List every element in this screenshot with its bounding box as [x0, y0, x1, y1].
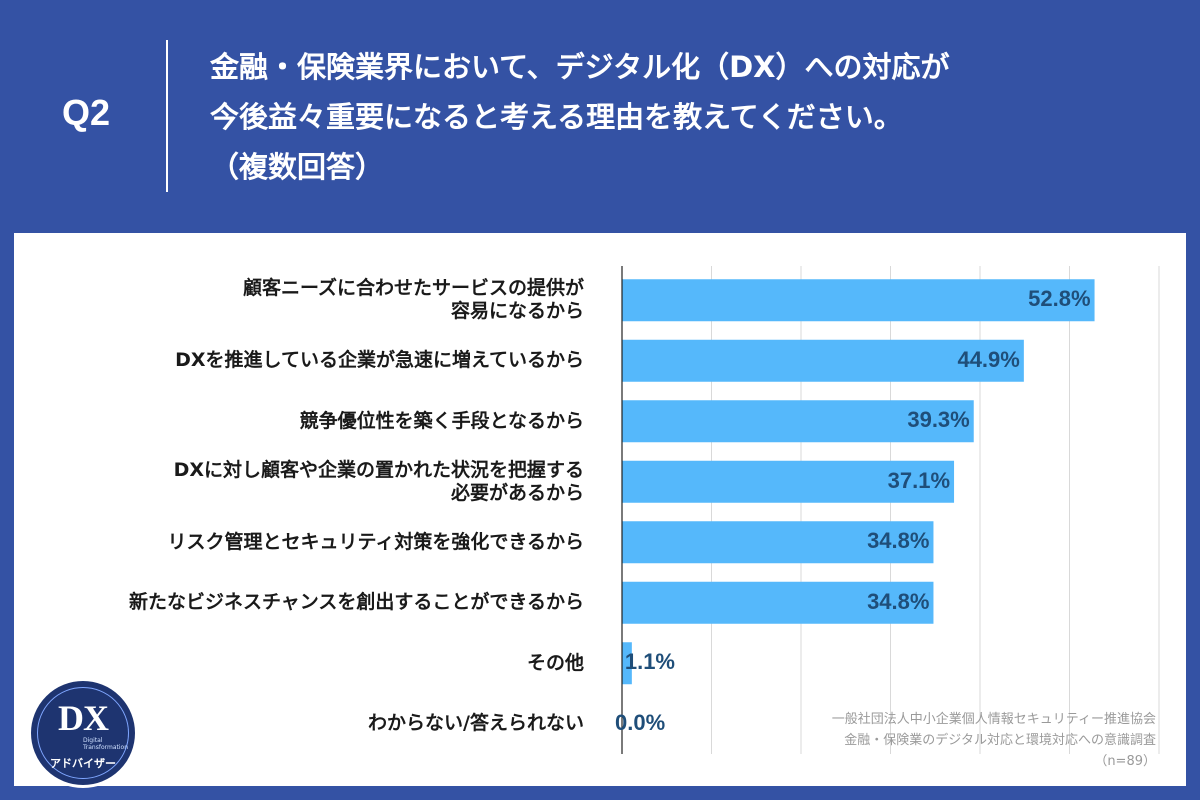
bar: [622, 339, 1024, 382]
category-label: 競争優位性を築く手段となるから: [24, 410, 584, 433]
value-label: 44.9%: [957, 346, 1020, 372]
chart-panel: 顧客ニーズに合わせたサービスの提供が 容易になるから 52.8% DXを推進している企…: [14, 233, 1186, 786]
title-line: 金融・保険業界において、デジタル化（DX）への対応が: [210, 50, 950, 84]
logo-name: アドバイザー: [50, 757, 116, 770]
category-label: その他: [24, 652, 584, 675]
bar: [622, 642, 632, 685]
category-label: DXを推進している企業が急速に増えているから: [24, 349, 584, 372]
footnote-line: 金融・保険業のデジタル対応と環境対応への意識調査: [844, 733, 1156, 748]
logo-ring: [37, 687, 129, 779]
footnote-line: （n=89）: [1094, 754, 1156, 769]
category-label-line: その他: [526, 651, 584, 674]
logo-subtext-line: Digital: [83, 737, 103, 744]
category-label-line: 容易になるから: [450, 300, 584, 323]
bar: [622, 581, 934, 624]
header-divider: [166, 40, 168, 192]
source-footnote: 一般社団法人中小企業個人情報セキュリティー推進協会 金融・保険業のデジタル対応と…: [832, 709, 1156, 772]
category-label-line: 競争優位性を築く手段となるから: [299, 409, 584, 432]
value-label: 39.3%: [907, 407, 970, 433]
bar: [622, 521, 934, 564]
value-label: 0.0%: [615, 709, 666, 735]
bar: [622, 400, 974, 443]
value-label: 37.1%: [887, 467, 951, 493]
logo-subtext-line: Transformation: [83, 744, 129, 751]
bar: [622, 279, 1095, 322]
category-label-line: DXを推進している企業が急速に増えているから: [175, 349, 584, 372]
category-label-line: 顧客ニーズに合わせたサービスの提供が: [242, 277, 584, 300]
category-label-line: リスク管理とセキュリティ対策を強化できるから: [167, 530, 584, 553]
title-line: （複数回答）: [210, 150, 385, 184]
question-title: 金融・保険業界において、デジタル化（DX）への対応が 今後益々重要になると考える…: [210, 42, 1170, 192]
category-label-line: 必要があるから: [450, 481, 584, 504]
value-label: 34.8%: [867, 528, 930, 554]
question-number: Q2: [62, 92, 111, 133]
category-label-line: わからない/答えられない: [368, 712, 584, 735]
title-line: 今後益々重要になると考える理由を教えてください。: [210, 100, 903, 134]
bar: [622, 460, 955, 503]
category-label-line: DXに対し顧客や企業の置かれた状況を把握する: [173, 458, 584, 481]
category-label: わからない/答えられない: [24, 712, 584, 735]
category-label: 顧客ニーズに合わせたサービスの提供が 容易になるから: [24, 277, 584, 323]
logo-mark: DX: [58, 698, 109, 738]
logo-subtext: Digital Transformation: [83, 737, 128, 751]
category-label: DXに対し顧客や企業の置かれた状況を把握する 必要があるから: [24, 459, 584, 505]
value-label: 34.8%: [867, 588, 930, 614]
category-label: リスク管理とセキュリティ対策を強化できるから: [24, 531, 584, 554]
footnote-line: 一般社団法人中小企業個人情報セキュリティー推進協会: [831, 712, 1156, 727]
value-label: 1.1%: [624, 649, 675, 675]
bar-chart: [621, 266, 1160, 754]
category-label-line: 新たなビジネスチャンスを創出することができるから: [128, 591, 584, 614]
category-label: 新たなビジネスチャンスを創出することができるから: [24, 591, 584, 614]
value-label: 52.8%: [1028, 286, 1091, 312]
dx-advisor-logo: DX Digital Transformation アドバイザー: [28, 678, 138, 788]
